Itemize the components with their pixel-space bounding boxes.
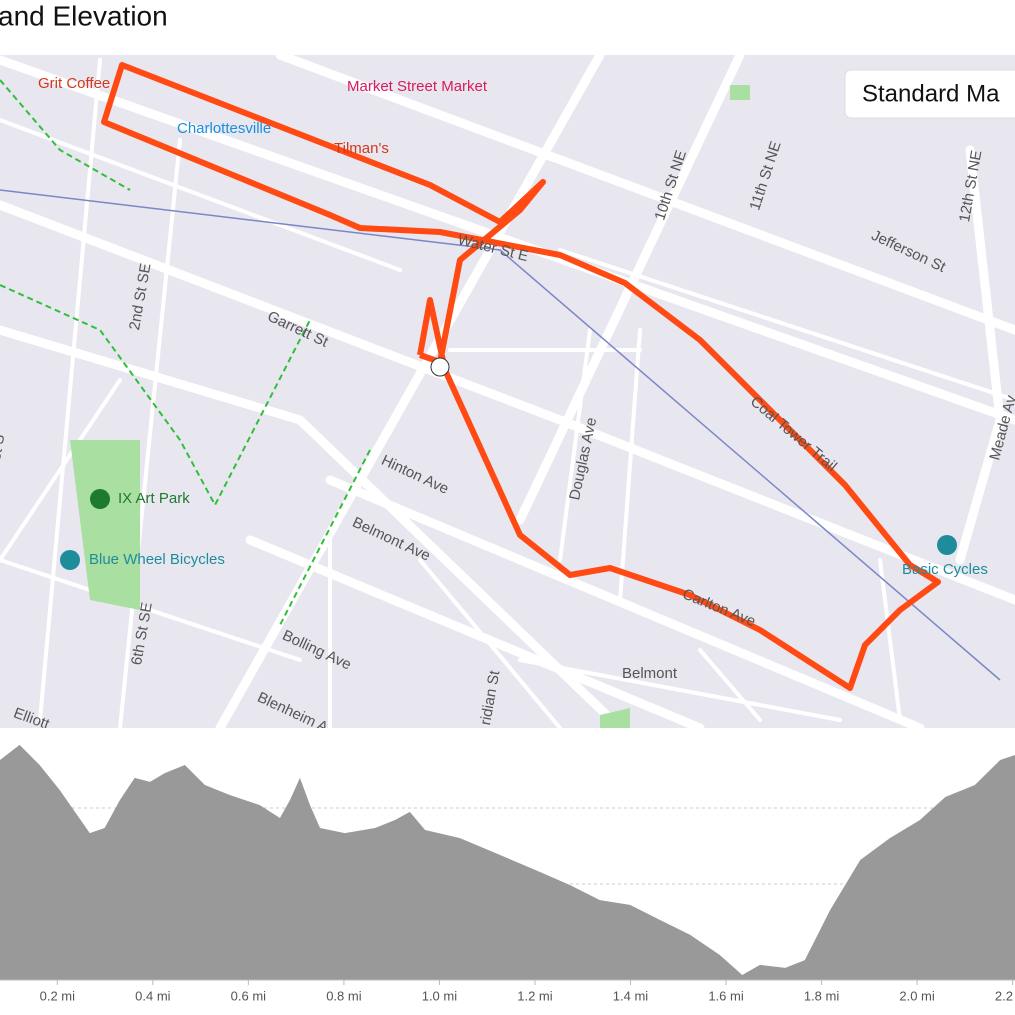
x-tick-label: 1.6 mi bbox=[708, 988, 744, 1003]
x-tick-label: 0.4 mi bbox=[135, 988, 171, 1003]
x-tick-label: 1.0 mi bbox=[422, 988, 458, 1003]
start-marker bbox=[430, 357, 450, 377]
poi-label: Tilman's bbox=[334, 140, 389, 157]
route bbox=[101, 62, 941, 691]
poi-label: Grit Coffee bbox=[38, 75, 110, 92]
map-background bbox=[0, 55, 1015, 728]
x-tick-label: 2.0 mi bbox=[899, 988, 935, 1003]
street-label: st S bbox=[0, 433, 8, 461]
map[interactable]: Grit Coffee Charlottesville Market Stree… bbox=[0, 50, 1015, 736]
x-tick-label: 2.2 mi bbox=[995, 988, 1015, 1003]
map-style-button[interactable] bbox=[844, 69, 1015, 119]
poi-label: IX Art Park bbox=[118, 490, 190, 507]
page-title: and Elevation bbox=[0, 0, 168, 31]
place-label: Belmont bbox=[622, 665, 678, 682]
x-tick-label: 0.8 mi bbox=[326, 988, 362, 1003]
elevation-area bbox=[0, 744, 1015, 980]
x-tick-label: 1.2 mi bbox=[517, 988, 553, 1003]
poi-label: Basic Cycles bbox=[902, 561, 988, 578]
x-tick-label: 1.8 mi bbox=[804, 988, 840, 1003]
x-tick-label: 0.6 mi bbox=[231, 988, 267, 1003]
x-tick-label: 0.2 mi bbox=[40, 988, 76, 1003]
map-style-label: Standard Ma bbox=[862, 80, 1000, 107]
poi-label: Charlottesville bbox=[177, 120, 271, 137]
poi-label: Market Street Market bbox=[347, 78, 488, 95]
x-tick-label: 1.4 mi bbox=[613, 988, 649, 1003]
poi-label: Blue Wheel Bicycles bbox=[89, 551, 225, 568]
